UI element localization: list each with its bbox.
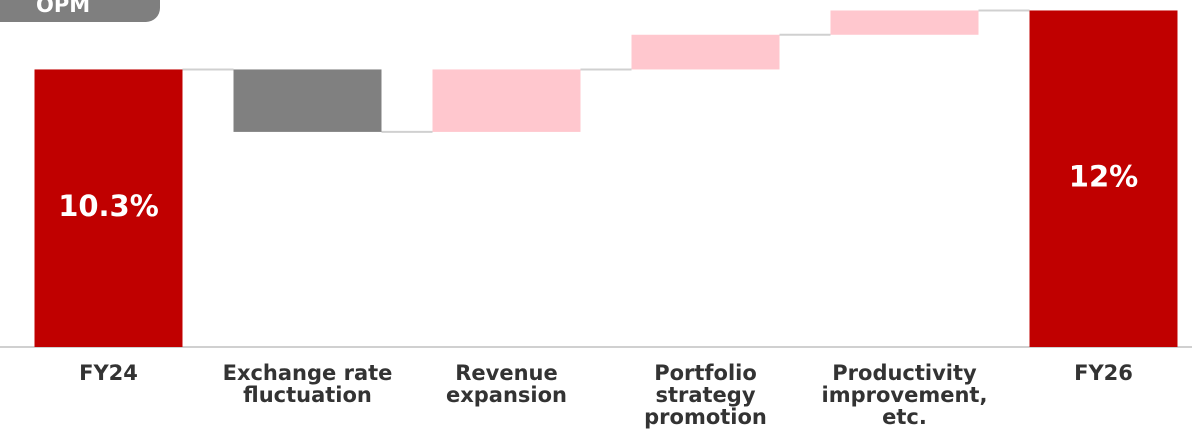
bar bbox=[34, 69, 183, 348]
title-tab bbox=[0, 0, 160, 22]
chart-title: OPM bbox=[36, 0, 90, 17]
bar bbox=[830, 10, 979, 35]
x-tick-label: FY24 bbox=[79, 361, 138, 385]
x-tick-label: FY26 bbox=[1074, 361, 1133, 385]
x-tick-label: Exchange rate fluctuation bbox=[222, 361, 393, 407]
bar bbox=[233, 69, 382, 132]
x-tick-label: Portfolio strategy promotion bbox=[644, 361, 767, 429]
bar bbox=[432, 69, 581, 132]
x-tick-label: Revenue expansion bbox=[445, 361, 568, 407]
bar bbox=[1029, 10, 1178, 347]
value-label: 12% bbox=[1069, 160, 1138, 194]
bar bbox=[631, 34, 780, 70]
value-label: 10.3% bbox=[58, 189, 159, 223]
x-tick-label: Productivity improvement, etc. bbox=[821, 361, 988, 429]
